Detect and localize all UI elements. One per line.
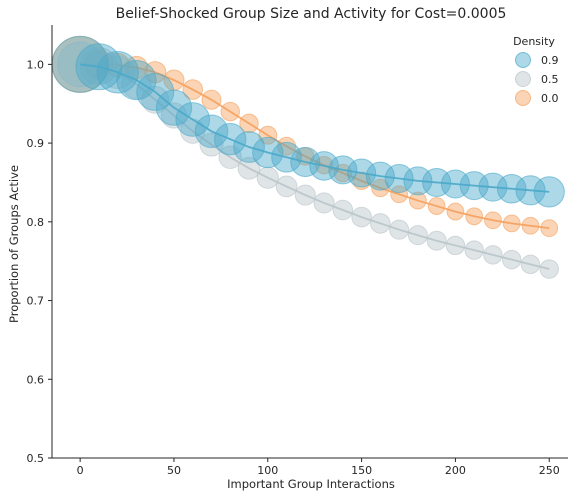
x-axis-label: Important Group Interactions xyxy=(227,477,395,491)
x-tick-label: 200 xyxy=(445,464,466,477)
legend-label: 0.5 xyxy=(541,73,559,86)
series-0.5 xyxy=(57,41,559,279)
x-tick-label: 0 xyxy=(77,464,84,477)
data-point xyxy=(539,259,559,279)
x-tick-label: 150 xyxy=(351,464,372,477)
series-line xyxy=(80,63,550,270)
plot-area xyxy=(51,35,565,279)
legend-marker xyxy=(515,90,531,106)
x-axis-ticks: 0 50 100 150 200 250 xyxy=(77,458,560,477)
legend-marker xyxy=(515,71,531,87)
series-0.9 xyxy=(51,35,565,208)
y-tick-label: 0.8 xyxy=(27,216,45,229)
y-tick-label: 0.5 xyxy=(27,452,45,465)
x-tick-label: 100 xyxy=(257,464,278,477)
legend-label: 0.0 xyxy=(541,92,559,105)
legend-marker xyxy=(515,52,531,68)
y-tick-label: 0.7 xyxy=(27,295,45,308)
legend-title: Density xyxy=(513,35,555,48)
legend: Density 0.9 0.5 0.0 xyxy=(513,35,559,106)
y-axis-label: Proportion of Groups Active xyxy=(7,165,21,323)
legend-label: 0.9 xyxy=(541,54,559,67)
y-tick-label: 0.6 xyxy=(27,373,45,386)
x-tick-label: 250 xyxy=(539,464,560,477)
chart-title: Belief-Shocked Group Size and Activity f… xyxy=(116,6,507,22)
x-tick-label: 50 xyxy=(167,464,181,477)
y-tick-label: 1.0 xyxy=(27,58,45,71)
series-0.0 xyxy=(51,35,559,238)
y-tick-label: 0.9 xyxy=(27,137,45,150)
y-axis-ticks: 0.5 0.6 0.7 0.8 0.9 1.0 xyxy=(27,58,52,465)
series-line xyxy=(80,63,550,193)
